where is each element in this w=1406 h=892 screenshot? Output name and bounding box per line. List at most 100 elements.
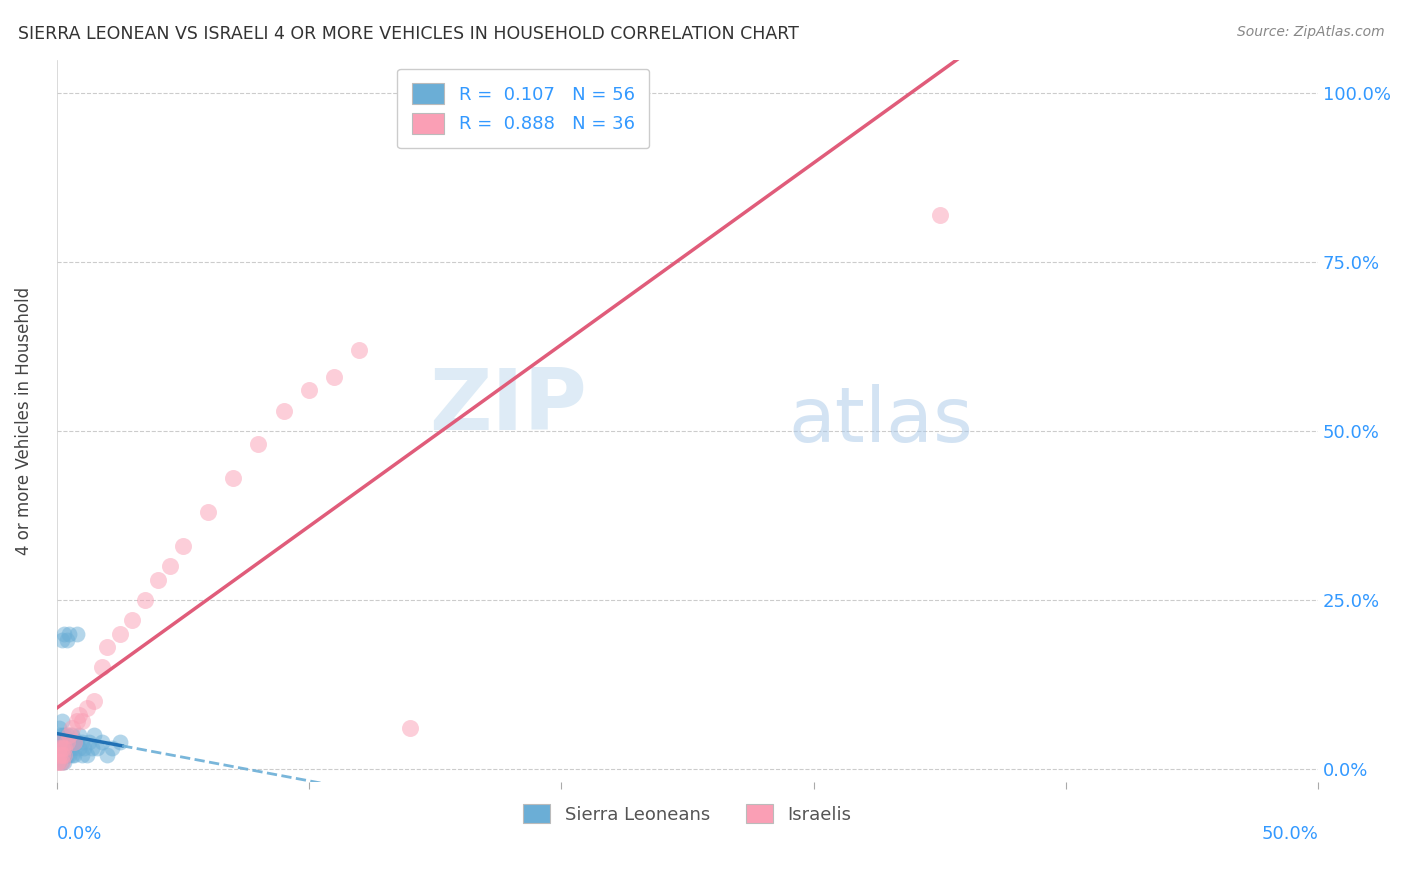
Point	[48, 741, 70, 756]
Point	[247, 437, 270, 451]
Point	[48, 734, 70, 748]
Point	[58, 728, 80, 742]
Point	[55, 728, 77, 742]
Point	[60, 741, 83, 756]
Point	[60, 721, 83, 735]
Text: ZIP: ZIP	[429, 365, 586, 448]
Point	[51, 741, 73, 756]
Point	[67, 741, 90, 756]
Point	[53, 748, 76, 763]
Point	[60, 728, 83, 742]
Point	[349, 343, 371, 357]
Point	[63, 734, 86, 748]
Text: atlas: atlas	[789, 384, 973, 458]
Point	[53, 748, 76, 763]
Point	[91, 660, 114, 674]
Point	[70, 734, 93, 748]
Point	[121, 613, 143, 627]
Point	[222, 471, 245, 485]
Point	[79, 734, 101, 748]
Text: SIERRA LEONEAN VS ISRAELI 4 OR MORE VEHICLES IN HOUSEHOLD CORRELATION CHART: SIERRA LEONEAN VS ISRAELI 4 OR MORE VEHI…	[18, 25, 799, 43]
Point	[51, 741, 73, 756]
Point	[63, 748, 86, 763]
Point	[48, 748, 70, 763]
Point	[48, 721, 70, 735]
Text: 50.0%: 50.0%	[1261, 825, 1319, 844]
Point	[83, 728, 105, 742]
Point	[51, 741, 73, 756]
Point	[51, 728, 73, 742]
Legend: Sierra Leoneans, Israelis: Sierra Leoneans, Israelis	[516, 797, 859, 830]
Y-axis label: 4 or more Vehicles in Household: 4 or more Vehicles in Household	[15, 287, 32, 555]
Point	[45, 755, 67, 769]
Point	[48, 755, 70, 769]
Point	[45, 741, 67, 756]
Point	[53, 734, 76, 748]
Point	[96, 748, 118, 763]
Point	[53, 755, 76, 769]
Point	[66, 714, 89, 729]
Point	[53, 728, 76, 742]
Point	[58, 734, 80, 748]
Point	[58, 748, 80, 763]
Point	[53, 741, 76, 756]
Point	[48, 734, 70, 748]
Point	[91, 734, 114, 748]
Point	[53, 741, 76, 756]
Point	[76, 701, 98, 715]
Point	[51, 748, 73, 763]
Point	[73, 741, 96, 756]
Point	[48, 755, 70, 769]
Point	[172, 539, 194, 553]
Point	[51, 734, 73, 748]
Point	[58, 626, 80, 640]
Point	[51, 714, 73, 729]
Point	[108, 626, 131, 640]
Point	[66, 626, 89, 640]
Point	[70, 748, 93, 763]
Point	[51, 748, 73, 763]
Point	[323, 370, 346, 384]
Point	[55, 734, 77, 748]
Point	[55, 633, 77, 648]
Point	[55, 734, 77, 748]
Point	[70, 714, 93, 729]
Point	[53, 626, 76, 640]
Point	[51, 755, 73, 769]
Point	[108, 734, 131, 748]
Point	[273, 403, 295, 417]
Text: 0.0%: 0.0%	[56, 825, 103, 844]
Point	[86, 741, 108, 756]
Point	[51, 734, 73, 748]
Point	[298, 384, 321, 398]
Point	[197, 505, 219, 519]
Point	[48, 748, 70, 763]
Point	[55, 748, 77, 763]
Point	[159, 559, 181, 574]
Point	[48, 741, 70, 756]
Point	[58, 741, 80, 756]
Point	[83, 694, 105, 708]
Point	[51, 755, 73, 769]
Point	[146, 573, 169, 587]
Point	[66, 734, 89, 748]
Point	[63, 734, 86, 748]
Point	[398, 721, 420, 735]
Point	[51, 633, 73, 648]
Point	[928, 208, 950, 222]
Point	[48, 748, 70, 763]
Point	[76, 748, 98, 763]
Point	[48, 728, 70, 742]
Point	[53, 741, 76, 756]
Point	[55, 741, 77, 756]
Point	[96, 640, 118, 654]
Point	[134, 592, 156, 607]
Point	[80, 741, 103, 756]
Point	[51, 748, 73, 763]
Point	[67, 707, 90, 722]
Point	[101, 741, 124, 756]
Point	[67, 728, 90, 742]
Point	[48, 734, 70, 748]
Point	[60, 748, 83, 763]
Text: Source: ZipAtlas.com: Source: ZipAtlas.com	[1237, 25, 1385, 39]
